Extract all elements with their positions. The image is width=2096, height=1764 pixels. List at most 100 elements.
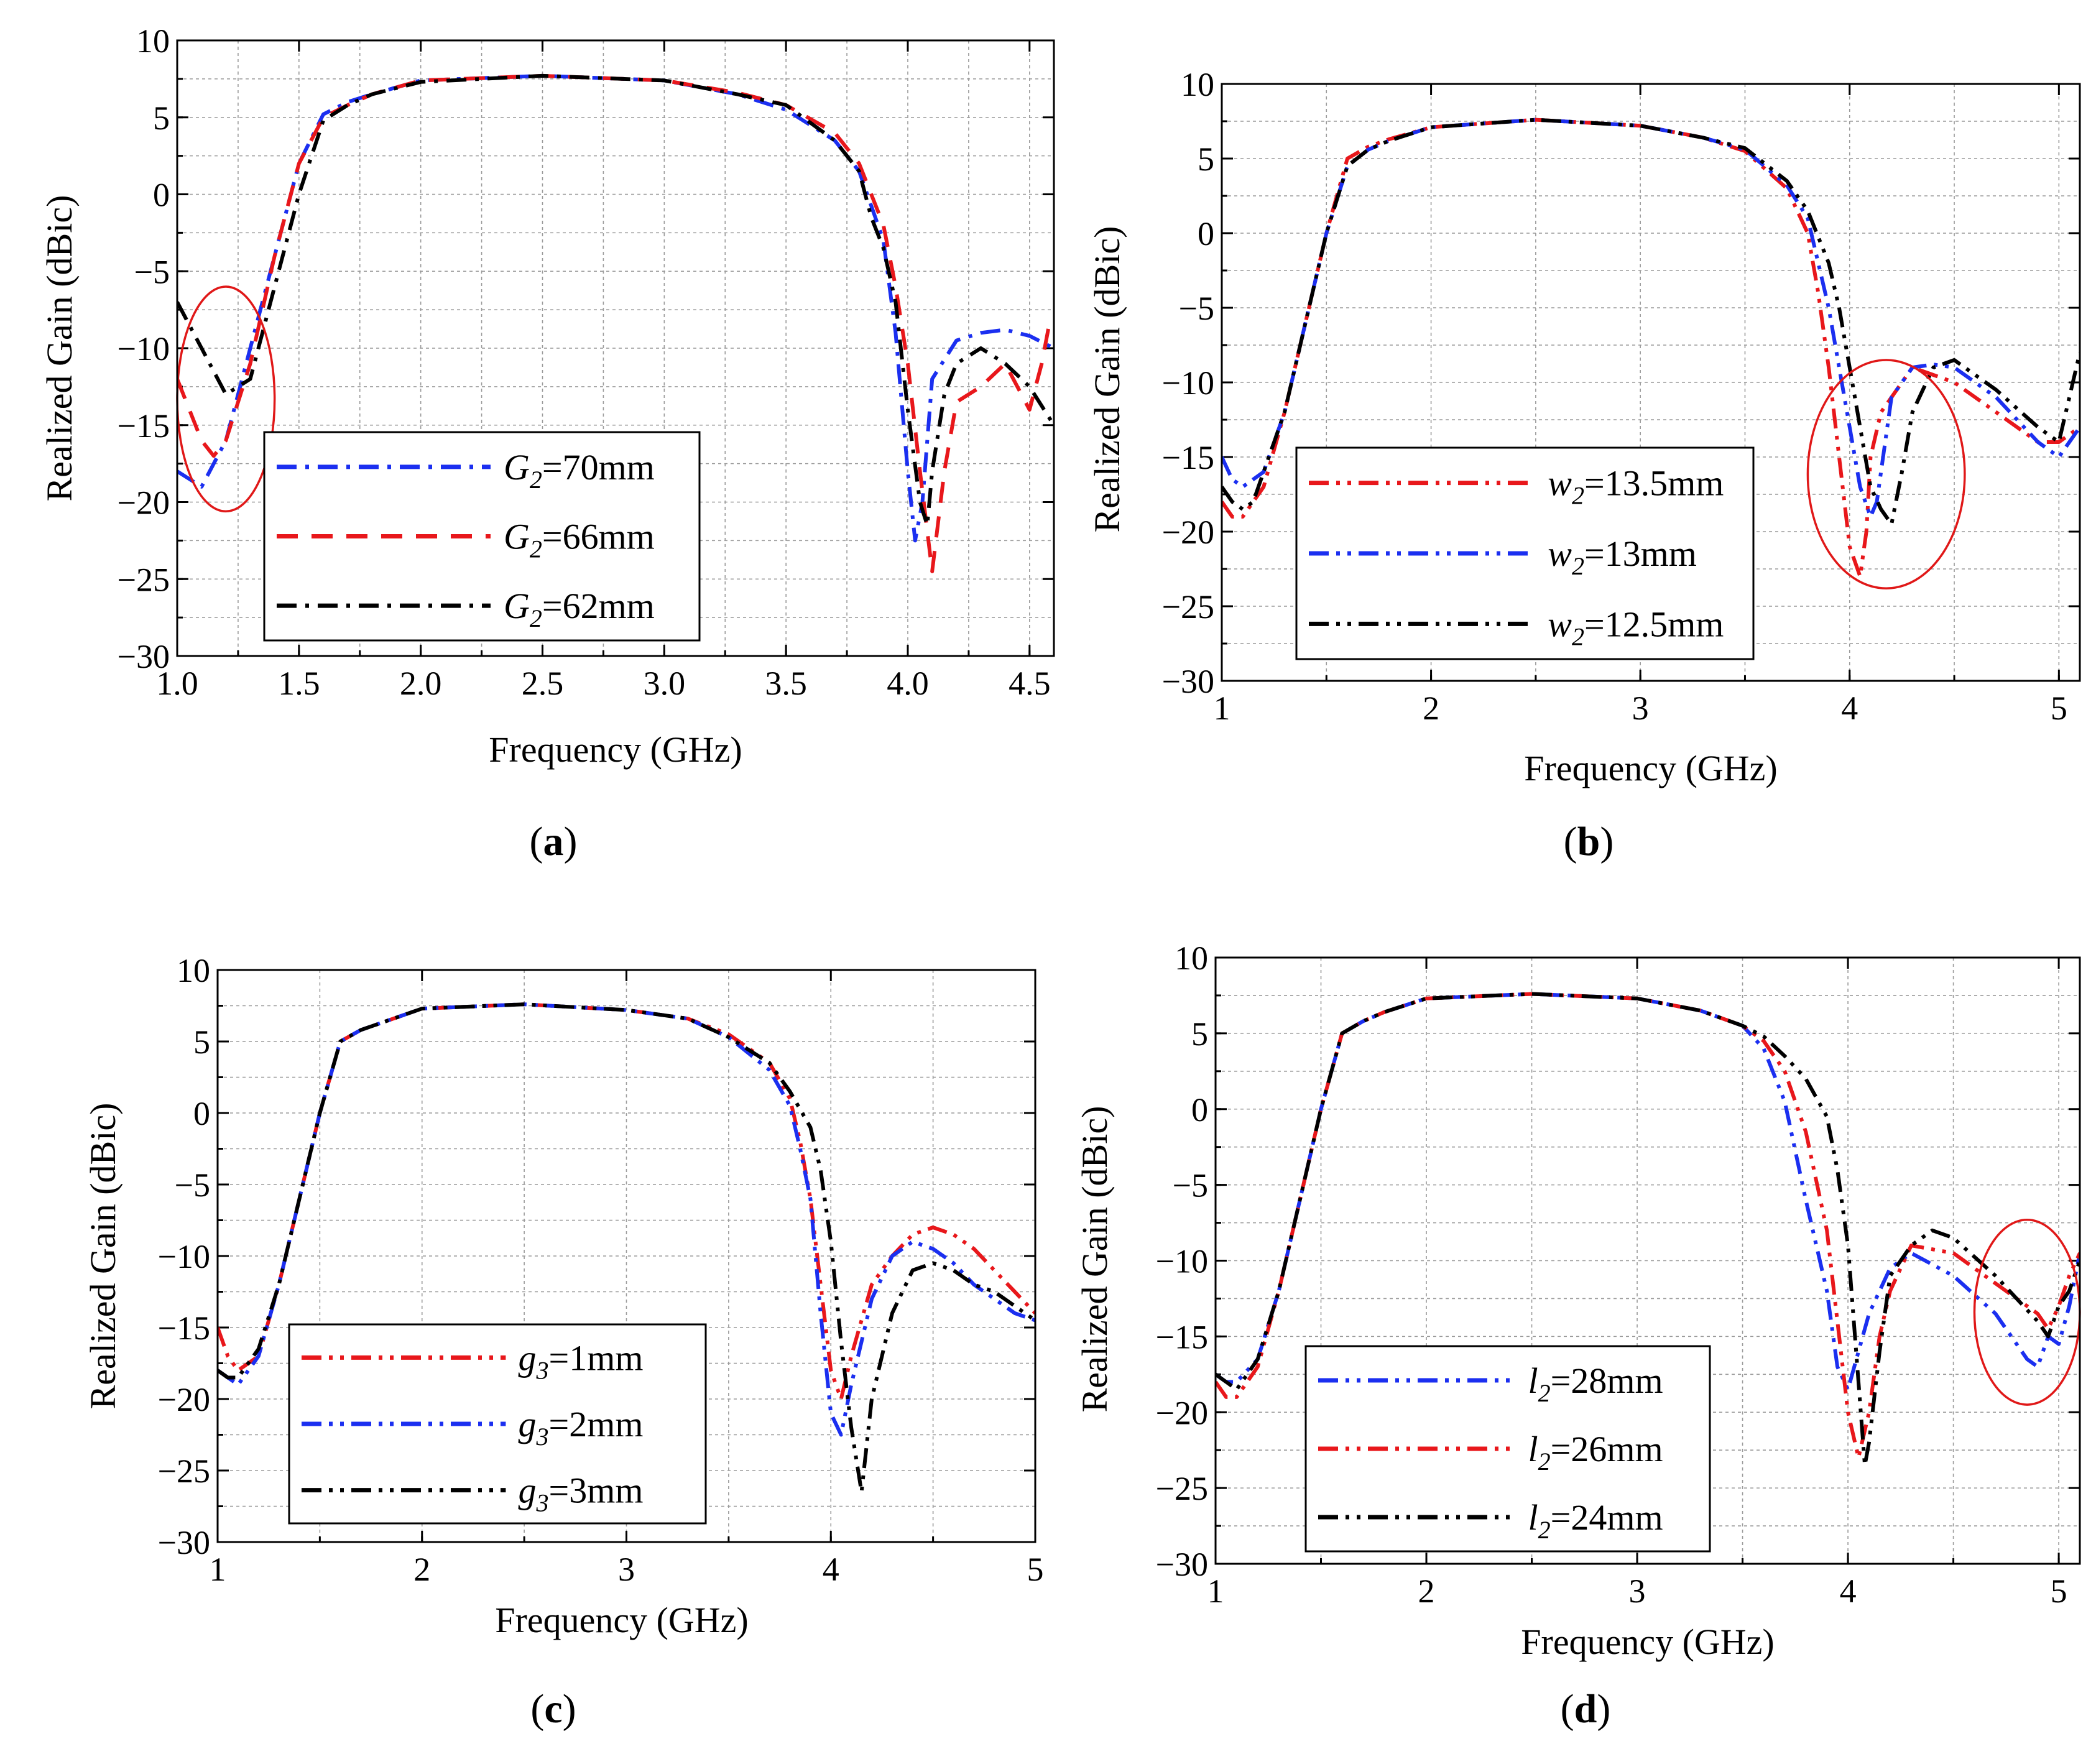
y-tick-label: 0 xyxy=(193,1095,210,1132)
legend-entry: g3=2mm xyxy=(519,1404,644,1451)
series-line-black xyxy=(1216,992,2080,1467)
legend-entry: w2=13mm xyxy=(1548,533,1697,580)
legend-value: =28mm xyxy=(1551,1360,1663,1401)
y-axis-label: Realized Gain (dBic) xyxy=(1087,226,1127,533)
legend-entry: l2=28mm xyxy=(1528,1360,1663,1407)
caption-letter: d xyxy=(1574,1686,1597,1732)
series-line-blue xyxy=(1216,992,2080,1392)
legend-entry: G2=70mm xyxy=(504,447,655,494)
legend-symbol: G xyxy=(504,517,530,557)
legend-subscript: 2 xyxy=(530,604,542,632)
x-tick-label: 1 xyxy=(1214,690,1230,727)
panel-caption: (c) xyxy=(530,1686,576,1732)
panel-a: 1.0 1.5 2.0 2.5 3.0 3.5 4.0 4.5 10 5 0 −5 −10 −15 −20 −… xyxy=(39,22,1055,864)
legend-symbol: w xyxy=(1548,463,1572,504)
y-tick-label: −25 xyxy=(1156,1470,1208,1507)
x-axis-label: Frequency (GHz) xyxy=(1524,748,1777,788)
x-axis-label: Frequency (GHz) xyxy=(1521,1622,1774,1662)
legend-value: =2mm xyxy=(549,1404,644,1444)
legend-subscript: 2 xyxy=(530,535,542,563)
series-group xyxy=(177,73,1054,573)
series-line-black xyxy=(218,1002,1035,1494)
x-tick-label: 3.5 xyxy=(765,665,807,702)
y-tick-label: −30 xyxy=(158,1524,210,1561)
caption-paren: ( xyxy=(530,819,543,864)
caption-letter: c xyxy=(544,1686,562,1732)
legend-value: =3mm xyxy=(549,1471,644,1511)
series-group xyxy=(1222,118,2080,578)
y-tick-label: 0 xyxy=(153,177,170,214)
y-tick-label: −10 xyxy=(118,330,170,367)
y-tick-label: −5 xyxy=(1179,290,1214,327)
y-tick-label: 10 xyxy=(1181,66,1214,103)
y-axis-label: Realized Gain (dBic) xyxy=(1074,1106,1115,1413)
y-tick-label: −20 xyxy=(1162,514,1214,551)
annotation-ellipse xyxy=(1806,359,1966,589)
x-tick-label: 4.0 xyxy=(887,665,929,702)
y-tick-label: 5 xyxy=(1191,1015,1208,1053)
x-tick-label: 5 xyxy=(2051,690,2067,727)
legend-entry: l2=26mm xyxy=(1528,1429,1663,1475)
x-tick-label: 3 xyxy=(1632,690,1649,727)
y-tick-label: 0 xyxy=(1198,215,1214,252)
y-tick-label: −15 xyxy=(1156,1318,1208,1355)
y-tick-label: 10 xyxy=(177,952,210,989)
legend-subscript: 2 xyxy=(1538,1448,1551,1475)
caption-letter: b xyxy=(1577,819,1600,864)
series-line-blue xyxy=(218,1002,1035,1437)
legend-subscript: 2 xyxy=(1538,1379,1551,1407)
legend-entry: w2=13.5mm xyxy=(1548,463,1724,510)
plot-frame xyxy=(176,39,1055,657)
y-tick-label: 10 xyxy=(1175,940,1208,977)
x-tick-label: 4 xyxy=(1840,1572,1857,1610)
y-axis-label: Realized Gain (dBic) xyxy=(83,1103,123,1410)
x-tick-label: 3 xyxy=(618,1551,635,1588)
series-line-red xyxy=(1216,992,2080,1460)
x-tick-label: 4.5 xyxy=(1009,665,1051,702)
x-tick-label: 1 xyxy=(210,1551,226,1588)
legend-subscript: 2 xyxy=(1572,552,1584,580)
caption-letter: a xyxy=(543,819,564,864)
x-tick-label: 3.0 xyxy=(644,665,686,702)
x-tick-label: 1.0 xyxy=(156,665,198,702)
panel-c: 1 2 3 4 51050−5−10−15−20−25−30g3=1mmg3=2mmg3… xyxy=(83,952,1044,1732)
caption-paren: ( xyxy=(530,1686,544,1732)
series-line-black xyxy=(177,73,1054,527)
panel-b: 1 2 3 4 51050−5−10−15−20−25−30w2=13.5mmw2=13… xyxy=(1087,66,2081,864)
legend-subscript: 3 xyxy=(536,1489,549,1517)
x-tick-label: 2 xyxy=(413,1551,430,1588)
series-line-black xyxy=(1222,118,2080,526)
x-tick-label: 2 xyxy=(1423,690,1439,727)
y-tick-label: −20 xyxy=(158,1381,210,1418)
x-tick-label: 2.5 xyxy=(522,665,564,702)
legend-entry: g3=1mm xyxy=(519,1337,644,1384)
caption-paren: ) xyxy=(564,819,578,864)
legend-symbol: w xyxy=(1548,533,1572,574)
legend-entry: G2=66mm xyxy=(504,517,655,563)
legend-symbol: G xyxy=(504,586,530,626)
x-axis-label: Frequency (GHz) xyxy=(489,729,742,770)
legend-symbol: g xyxy=(519,1404,537,1444)
caption-paren: ) xyxy=(1597,1686,1610,1732)
x-tick-label: 2 xyxy=(1418,1572,1435,1610)
legend-symbol: G xyxy=(504,447,530,487)
y-tick-label: −10 xyxy=(158,1238,210,1275)
y-tick-label: −5 xyxy=(134,253,170,290)
legend-symbol: g xyxy=(519,1471,537,1511)
x-axis-label: Frequency (GHz) xyxy=(495,1600,748,1640)
legend-subscript: 2 xyxy=(1572,482,1584,510)
legend-symbol: l xyxy=(1528,1497,1538,1538)
y-tick-label: 5 xyxy=(1198,141,1214,178)
y-tick-label: −15 xyxy=(158,1309,210,1347)
plot-frame xyxy=(1214,956,2081,1565)
y-tick-label: 0 xyxy=(1191,1091,1208,1129)
legend-entry: g3=3mm xyxy=(519,1471,644,1517)
y-tick-label: −10 xyxy=(1156,1243,1208,1280)
legend-value: =24mm xyxy=(1551,1497,1663,1538)
series-group xyxy=(218,1002,1035,1494)
legend-subscript: 3 xyxy=(536,1356,549,1384)
y-tick-label: −15 xyxy=(118,407,170,445)
